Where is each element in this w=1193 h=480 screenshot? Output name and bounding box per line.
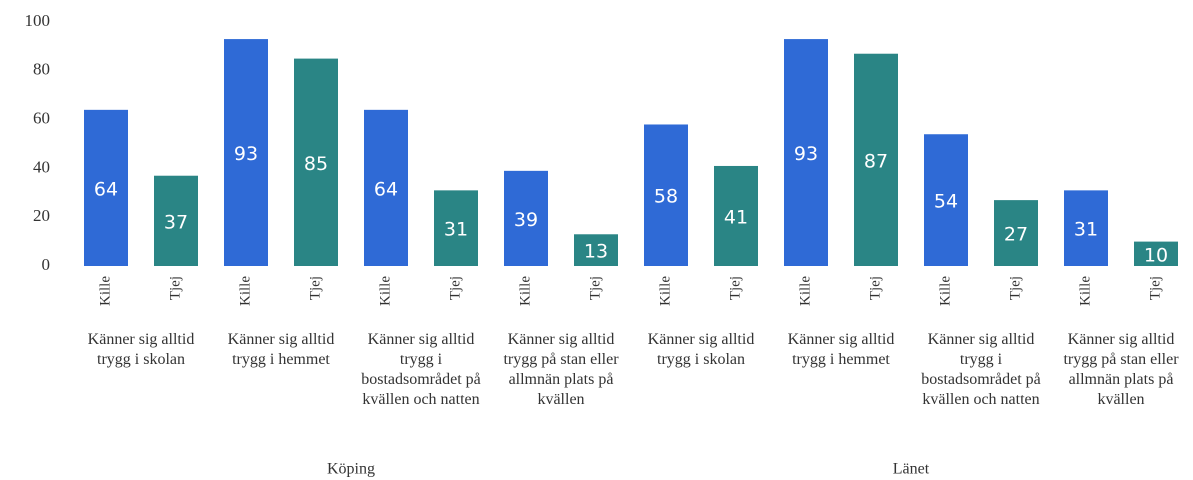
x-tick-label: Tjej <box>167 276 183 300</box>
bar <box>154 175 198 266</box>
subgroup-label: Känner sig alltid trygg på stan eller al… <box>1063 331 1179 408</box>
bar <box>434 190 478 266</box>
bar <box>224 39 268 266</box>
value-label: 64 <box>374 178 398 200</box>
bar <box>1064 190 1108 266</box>
value-label: 37 <box>164 211 188 233</box>
bar <box>1134 241 1178 266</box>
x-tick-label: Tjej <box>727 276 743 300</box>
value-label: 58 <box>654 186 678 208</box>
bar <box>504 170 548 266</box>
x-tick-label: Kille <box>97 276 113 306</box>
x-tick-label: Kille <box>657 276 673 306</box>
value-label: 87 <box>864 150 888 172</box>
value-label: 31 <box>444 219 468 241</box>
value-label: 41 <box>724 206 748 228</box>
x-tick-label: Kille <box>377 276 393 306</box>
value-label: 85 <box>304 153 328 175</box>
subgroup-label: Känner sig alltid trygg i bostadsområdet… <box>361 331 481 408</box>
y-tick-label: 40 <box>33 157 50 176</box>
x-tick-label: Tjej <box>307 276 323 300</box>
value-label: 93 <box>794 143 818 165</box>
bar <box>924 134 968 266</box>
subgroup-label: Känner sig alltid trygg i skolan <box>87 331 195 368</box>
value-label: 93 <box>234 143 258 165</box>
value-label: 13 <box>584 241 608 263</box>
x-tick-label: Kille <box>937 276 953 306</box>
bar <box>574 234 618 266</box>
x-tick-label: Tjej <box>447 276 463 300</box>
value-label: 64 <box>94 178 118 200</box>
group-label: Länet <box>893 461 930 478</box>
subgroup-label: Känner sig alltid trygg i bostadsområdet… <box>921 331 1041 408</box>
group-label: Köping <box>327 461 375 478</box>
value-label: 39 <box>514 209 538 231</box>
subgroup-label: Känner sig alltid trygg i skolan <box>647 331 755 368</box>
value-label: 27 <box>1004 224 1028 246</box>
subgroup-label: Känner sig alltid trygg i hemmet <box>227 331 335 368</box>
subgroup-label: Känner sig alltid trygg i hemmet <box>787 331 895 368</box>
bar <box>84 109 128 266</box>
value-label: 54 <box>934 191 958 213</box>
y-tick-label: 0 <box>42 255 51 274</box>
x-tick-label: Tjej <box>1007 276 1023 300</box>
y-tick-label: 100 <box>25 11 51 30</box>
x-tick-label: Tjej <box>587 276 603 300</box>
x-tick-label: Kille <box>1077 276 1093 306</box>
y-tick-label: 20 <box>33 206 50 225</box>
value-label: 10 <box>1144 244 1168 266</box>
x-tick-label: Kille <box>237 276 253 306</box>
bar <box>994 200 1038 266</box>
bar <box>854 53 898 266</box>
y-tick-label: 80 <box>33 60 50 79</box>
bar <box>784 39 828 266</box>
subgroup-label: Känner sig alltid trygg på stan eller al… <box>503 331 619 408</box>
value-label: 31 <box>1074 219 1098 241</box>
x-tick-label: Tjej <box>1147 276 1163 300</box>
bar <box>644 124 688 266</box>
bar <box>714 165 758 266</box>
x-tick-label: Kille <box>797 276 813 306</box>
x-tick-label: Tjej <box>867 276 883 300</box>
y-tick-label: 60 <box>33 109 50 128</box>
bar <box>294 58 338 266</box>
bar <box>364 109 408 266</box>
x-tick-label: Kille <box>517 276 533 306</box>
